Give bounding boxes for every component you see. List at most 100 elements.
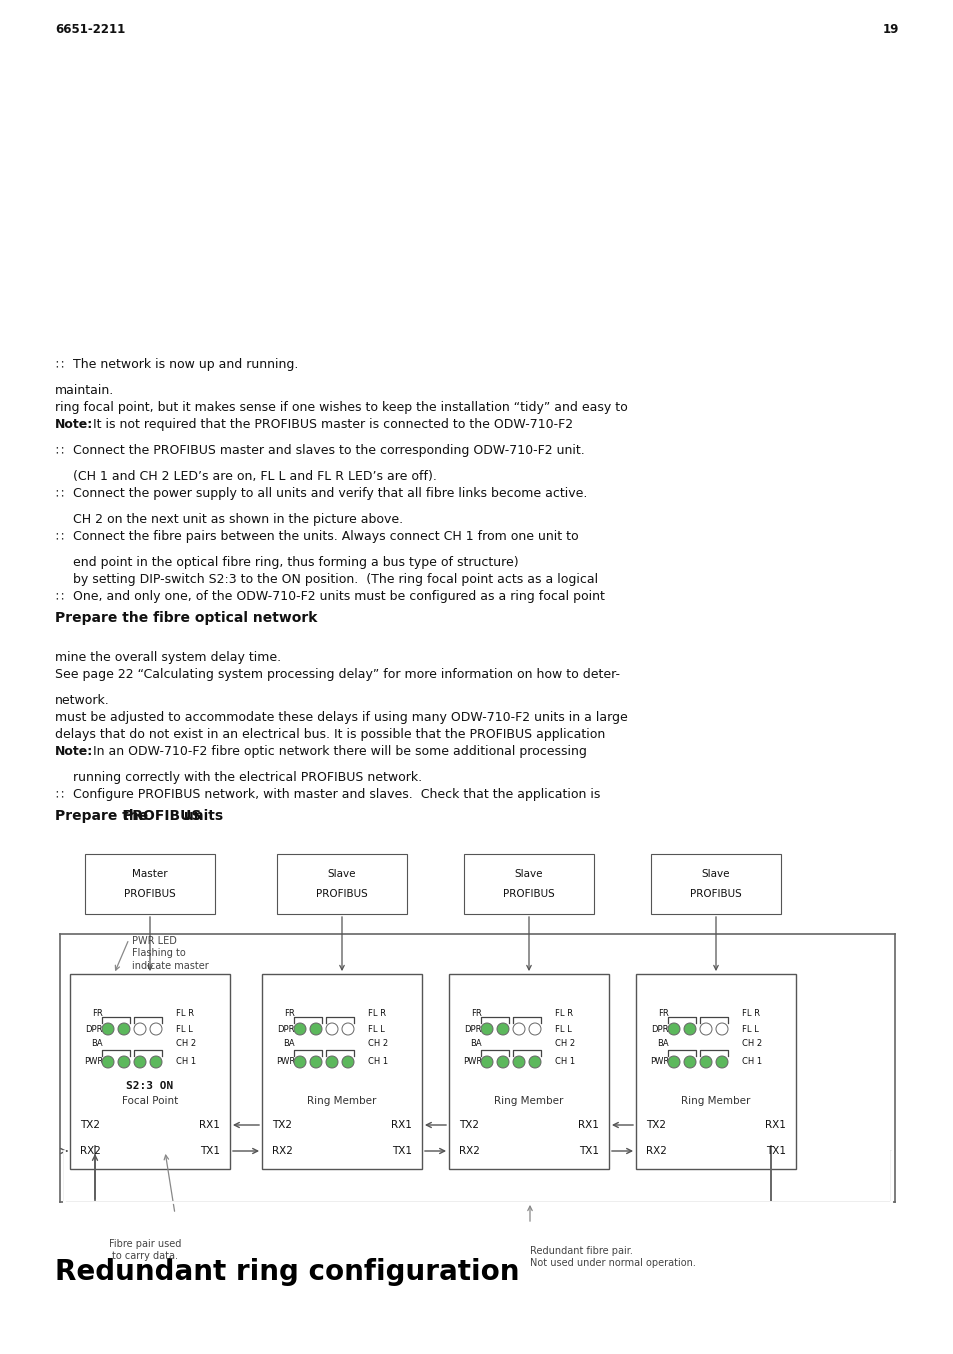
Text: CH 2 on the next unit as shown in the picture above.: CH 2 on the next unit as shown in the pi… [73,513,403,525]
Text: PWR: PWR [275,1057,294,1067]
Circle shape [513,1056,524,1068]
Text: RX1: RX1 [391,1120,412,1131]
Text: One, and only one, of the ODW-710-F2 units must be configured as a ring focal po: One, and only one, of the ODW-710-F2 uni… [73,590,604,603]
Text: See page 22 “Calculating system processing delay” for more information on how to: See page 22 “Calculating system processi… [55,668,619,681]
Text: maintain.: maintain. [55,385,114,397]
Text: FL L: FL L [555,1025,571,1033]
Text: The network is now up and running.: The network is now up and running. [73,357,298,371]
Circle shape [150,1056,162,1068]
Text: CH 2: CH 2 [741,1040,761,1048]
Bar [636,974,795,1169]
Text: Redundant fibre pair.
Not used under normal operation.: Redundant fibre pair. Not used under nor… [530,1246,695,1269]
Text: RX1: RX1 [578,1120,598,1131]
Circle shape [133,1024,146,1034]
Text: delays that do not exist in an electrical bus. It is possible that the PROFIBUS : delays that do not exist in an electrica… [55,728,604,741]
Circle shape [529,1056,540,1068]
Text: 19: 19 [882,23,898,37]
Text: CH 1: CH 1 [741,1057,761,1067]
Circle shape [667,1056,679,1068]
Text: DPR: DPR [277,1025,294,1033]
Text: network.: network. [55,695,110,707]
Text: ring focal point, but it makes sense if one wishes to keep the installation “tid: ring focal point, but it makes sense if … [55,401,627,414]
Text: must be adjusted to accommodate these delays if using many ODW-710-F2 units in a: must be adjusted to accommodate these de… [55,711,627,724]
Text: FL L: FL L [368,1025,384,1033]
Circle shape [102,1056,113,1068]
Circle shape [683,1024,696,1034]
Text: CH 2: CH 2 [175,1040,196,1048]
Circle shape [294,1056,306,1068]
Text: FL L: FL L [741,1025,758,1033]
Text: DPR: DPR [464,1025,481,1033]
Text: TX1: TX1 [578,1145,598,1156]
Text: CH 1: CH 1 [175,1057,196,1067]
Text: PROFIBUS: PROFIBUS [315,890,368,899]
Text: BA: BA [283,1040,294,1048]
Text: FL R: FL R [368,1010,386,1018]
Text: FR: FR [284,1010,294,1018]
Text: PWR: PWR [462,1057,481,1067]
Text: Focal Point: Focal Point [122,1095,178,1106]
Circle shape [341,1056,354,1068]
Text: units: units [179,808,223,823]
Text: CH 1: CH 1 [368,1057,388,1067]
Text: PWR LED
Flashing to
indicate master: PWR LED Flashing to indicate master [132,936,209,971]
Text: PROFIBUS: PROFIBUS [689,890,741,899]
Text: Prepare the: Prepare the [55,808,153,823]
Text: mine the overall system delay time.: mine the overall system delay time. [55,651,281,663]
Text: TX2: TX2 [645,1120,665,1131]
Text: Master: Master [132,869,168,879]
Bar [449,974,608,1169]
Text: Slave: Slave [328,869,355,879]
Text: PROFIBUS: PROFIBUS [124,890,175,899]
Circle shape [480,1024,493,1034]
Text: TX1: TX1 [200,1145,220,1156]
Text: In an ODW-710-F2 fibre optic network there will be some additional processing: In an ODW-710-F2 fibre optic network the… [89,745,586,758]
Text: end point in the optical fibre ring, thus forming a bus type of structure): end point in the optical fibre ring, thu… [73,556,518,569]
Text: FL R: FL R [175,1010,193,1018]
Circle shape [513,1024,524,1034]
Text: CH 2: CH 2 [368,1040,388,1048]
Text: FR: FR [92,1010,103,1018]
Text: TX2: TX2 [80,1120,100,1131]
Text: FL R: FL R [555,1010,573,1018]
Text: Connect the fibre pairs between the units. Always connect CH 1 from one unit to: Connect the fibre pairs between the unit… [73,529,578,543]
Text: Redundant ring configuration: Redundant ring configuration [55,1258,519,1286]
Circle shape [310,1056,322,1068]
Text: Fibre pair used
to carry data.: Fibre pair used to carry data. [109,1239,181,1262]
Text: Note:: Note: [55,745,93,758]
Circle shape [118,1024,130,1034]
Text: Connect the power supply to all units and verify that all fibre links become act: Connect the power supply to all units an… [73,487,587,500]
Text: CH 2: CH 2 [555,1040,575,1048]
Text: ∷: ∷ [55,487,63,500]
Text: S2:3 ON: S2:3 ON [126,1080,173,1091]
Text: Slave: Slave [701,869,729,879]
Text: Ring Member: Ring Member [680,1095,750,1106]
Text: TX1: TX1 [392,1145,412,1156]
Text: CH 1: CH 1 [555,1057,575,1067]
Circle shape [497,1056,509,1068]
Text: ∷: ∷ [55,444,63,458]
Text: Ring Member: Ring Member [494,1095,563,1106]
Circle shape [716,1056,727,1068]
Text: PROFIBUS: PROFIBUS [123,808,202,823]
Text: BA: BA [91,1040,103,1048]
Circle shape [294,1024,306,1034]
Circle shape [133,1056,146,1068]
Bar [650,854,781,914]
Text: ∷: ∷ [55,529,63,543]
Circle shape [341,1024,354,1034]
Text: BA: BA [470,1040,481,1048]
Text: ∷: ∷ [55,788,63,802]
Bar [70,974,230,1169]
Circle shape [118,1056,130,1068]
Bar [262,974,421,1169]
Text: running correctly with the electrical PROFIBUS network.: running correctly with the electrical PR… [73,770,421,784]
Text: FL L: FL L [175,1025,193,1033]
Text: Configure PROFIBUS network, with master and slaves.  Check that the application : Configure PROFIBUS network, with master … [73,788,599,802]
Circle shape [497,1024,509,1034]
Text: Connect the PROFIBUS master and slaves to the corresponding ODW-710-F2 unit.: Connect the PROFIBUS master and slaves t… [73,444,584,458]
Bar [276,854,407,914]
Text: TX2: TX2 [458,1120,478,1131]
Circle shape [310,1024,322,1034]
Text: ∷: ∷ [55,357,63,371]
